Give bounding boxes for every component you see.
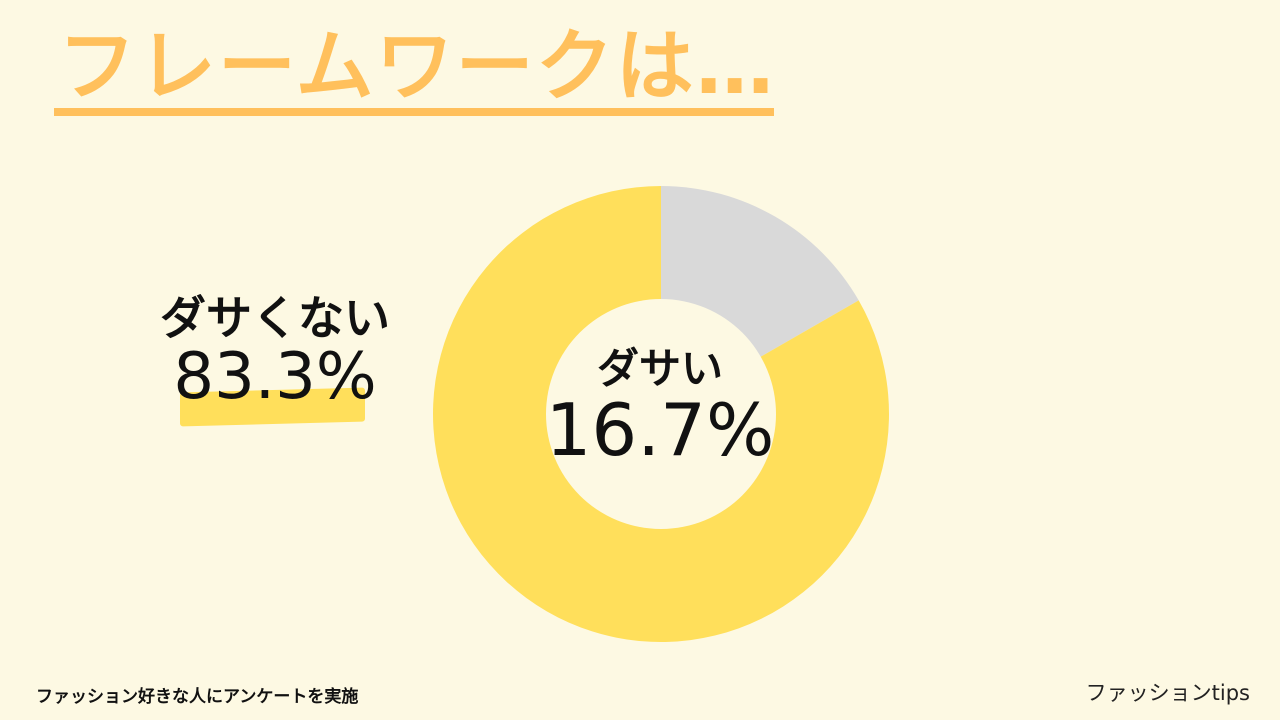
dasakunai-label: ダサくない — [160, 291, 390, 345]
dasakunai-value: 83.3% — [173, 340, 377, 414]
title-underline — [54, 108, 774, 116]
dasai-label: ダサい — [596, 344, 723, 393]
page-title: フレームワークは… — [58, 22, 776, 112]
dasai-value: 16.7% — [545, 388, 775, 472]
dasakunai-value-group: 83.3% — [160, 340, 390, 430]
brand-name: ファッションtips — [1085, 681, 1250, 705]
donut-hole — [546, 299, 776, 529]
survey-note: ファッション好きな人にアンケートを実施 — [36, 687, 359, 707]
